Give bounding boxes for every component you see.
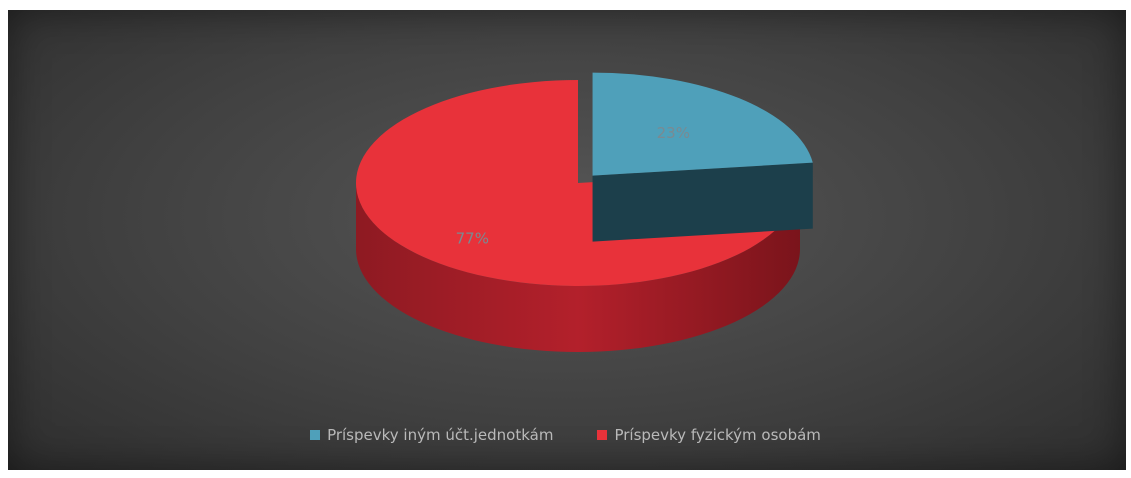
legend-item-1: Príspevky iným účt.jednotkám [310, 426, 553, 444]
slice-1-top [592, 72, 813, 176]
legend: Príspevky iným účt.jednotkám Príspevky f… [0, 426, 1131, 444]
data-label-slice-2: 77% [456, 230, 489, 248]
legend-label-1: Príspevky iným účt.jednotkám [327, 426, 554, 444]
legend-item-2: Príspevky fyzickým osobám [597, 426, 821, 444]
data-label-slice-1: 23% [657, 124, 690, 142]
legend-label-2: Príspevky fyzickým osobám [614, 426, 821, 444]
legend-swatch-1 [310, 430, 321, 440]
pie-slices [356, 72, 813, 352]
slice-1-cut-face [592, 162, 813, 242]
slice-2-side [356, 183, 800, 352]
legend-swatch-2 [597, 430, 608, 440]
